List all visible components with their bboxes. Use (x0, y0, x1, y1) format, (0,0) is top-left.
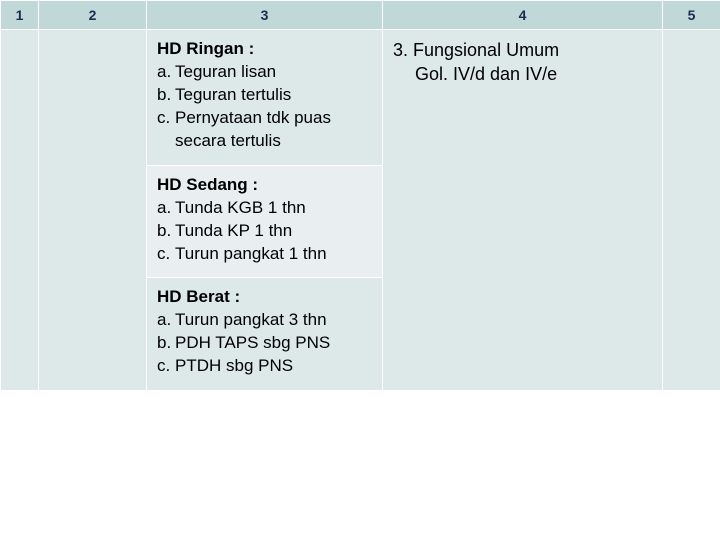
hd-sedang-block: HD Sedang : a.Tunda KGB 1 thn b.Tunda KP… (147, 166, 382, 279)
item-letter: b. (157, 220, 175, 243)
list-item: c.Pernyataan tdk puas (157, 107, 372, 130)
item-letter: c. (157, 107, 175, 130)
data-table: 1 2 3 4 5 HD Ringan : a.Teguran lisan b.… (0, 0, 720, 390)
hd-ringan-block: HD Ringan : a.Teguran lisan b.Teguran te… (147, 30, 382, 166)
item-letter: a. (157, 61, 175, 84)
item-letter: c. (157, 243, 175, 266)
hd-berat-title: HD Berat : (157, 286, 372, 309)
body-row: HD Ringan : a.Teguran lisan b.Teguran te… (1, 30, 720, 391)
col3-stack: HD Ringan : a.Teguran lisan b.Teguran te… (147, 30, 382, 390)
item-letter: b. (157, 84, 175, 107)
header-col-4: 4 (383, 1, 663, 30)
hd-ringan-title: HD Ringan : (157, 38, 372, 61)
item-letter: c. (157, 355, 175, 378)
header-col-2: 2 (39, 1, 147, 30)
list-item-cont: secara tertulis (157, 130, 372, 153)
list-item: c.Turun pangkat 1 thn (157, 243, 372, 266)
list-item: a.Tunda KGB 1 thn (157, 197, 372, 220)
cell-col4: 3. Fungsional Umum Gol. IV/d dan IV/e (383, 30, 663, 391)
cell-col5 (663, 30, 720, 391)
header-col-1: 1 (1, 1, 39, 30)
header-col-5: 5 (663, 1, 720, 30)
cell-col3: HD Ringan : a.Teguran lisan b.Teguran te… (147, 30, 383, 391)
list-item: a.Teguran lisan (157, 61, 372, 84)
item-letter: a. (157, 197, 175, 220)
header-col-3: 3 (147, 1, 383, 30)
item-text: Pernyataan tdk puas (175, 108, 331, 127)
list-item: c.PTDH sbg PNS (157, 355, 372, 378)
header-row: 1 2 3 4 5 (1, 1, 720, 30)
col4-content: 3. Fungsional Umum Gol. IV/d dan IV/e (383, 30, 662, 99)
cell-col1 (1, 30, 39, 391)
list-item: a.Turun pangkat 3 thn (157, 309, 372, 332)
list-item: b.PDH TAPS sbg PNS (157, 332, 372, 355)
item-text: Tunda KGB 1 thn (175, 198, 306, 217)
item-text: Turun pangkat 3 thn (175, 310, 327, 329)
item-text: Teguran lisan (175, 62, 276, 81)
item-text: Turun pangkat 1 thn (175, 244, 327, 263)
col4-line2: Gol. IV/d dan IV/e (393, 62, 652, 86)
hd-sedang-title: HD Sedang : (157, 174, 372, 197)
list-item: b.Teguran tertulis (157, 84, 372, 107)
list-item: b.Tunda KP 1 thn (157, 220, 372, 243)
item-letter: a. (157, 309, 175, 332)
item-text: PDH TAPS sbg PNS (175, 333, 330, 352)
item-text: Tunda KP 1 thn (175, 221, 292, 240)
col4-line1: 3. Fungsional Umum (393, 38, 652, 62)
hd-berat-block: HD Berat : a.Turun pangkat 3 thn b.PDH T… (147, 278, 382, 390)
cell-col2 (39, 30, 147, 391)
item-letter: b. (157, 332, 175, 355)
item-text: PTDH sbg PNS (175, 356, 293, 375)
item-text: Teguran tertulis (175, 85, 291, 104)
item-text-cont: secara tertulis (175, 131, 281, 150)
